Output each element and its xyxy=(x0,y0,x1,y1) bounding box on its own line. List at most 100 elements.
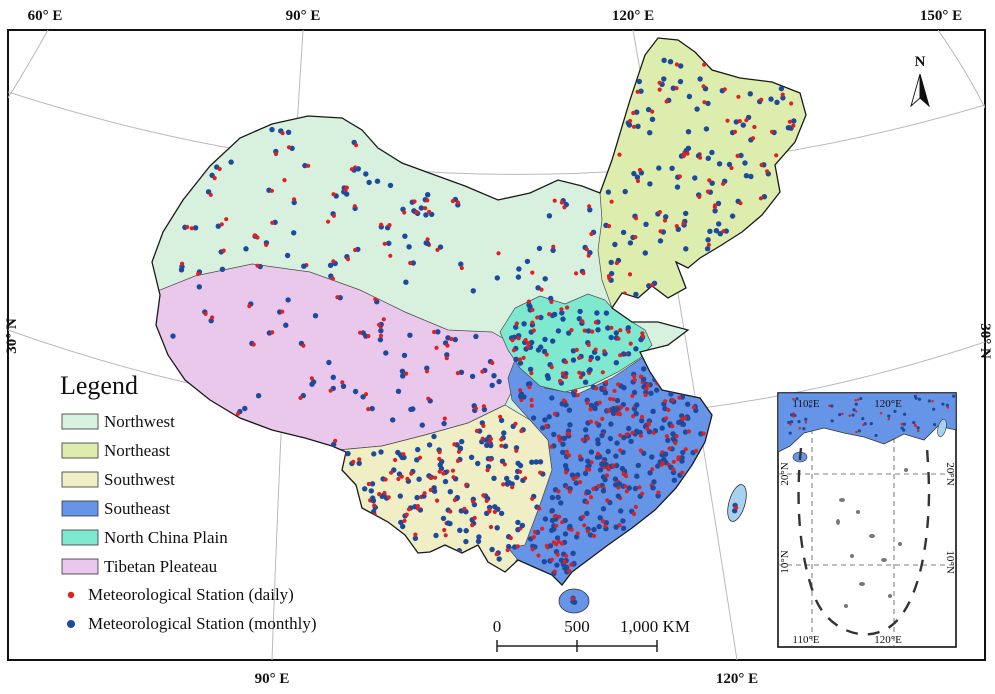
inset-bottom-label-110e: 110°E xyxy=(792,634,819,646)
station-dot-monthly xyxy=(670,431,676,437)
station-dot-monthly xyxy=(583,427,589,433)
station-dot-daily xyxy=(913,423,917,427)
station-dot-monthly xyxy=(694,106,700,112)
station-dot-monthly xyxy=(566,330,572,336)
station-dot-monthly xyxy=(369,481,376,487)
station-dot-daily xyxy=(855,430,858,434)
station-dot-daily xyxy=(560,520,565,525)
station-dot-daily xyxy=(633,504,639,509)
station-dot-daily xyxy=(408,260,413,266)
station-dot-monthly xyxy=(291,199,297,206)
station-dot-daily xyxy=(582,523,587,528)
station-dot-daily xyxy=(628,341,633,346)
station-dot-daily xyxy=(402,518,407,523)
station-dot-monthly xyxy=(498,510,505,517)
station-dot-daily xyxy=(564,553,569,558)
station-dot-monthly xyxy=(345,450,351,457)
top-label-60e: 60° E xyxy=(28,8,63,24)
station-dot-daily xyxy=(529,371,534,376)
station-dot-daily xyxy=(605,498,610,503)
station-dot-daily xyxy=(676,455,681,460)
station-dot-daily xyxy=(701,84,706,89)
north-arrow: N xyxy=(910,54,930,108)
station-dot-daily xyxy=(526,299,532,304)
station-dot-daily xyxy=(203,311,208,316)
station-dot-daily xyxy=(280,309,285,314)
station-dot-daily xyxy=(640,414,645,420)
station-dot-daily xyxy=(559,200,565,205)
station-dot-daily xyxy=(664,434,670,439)
station-dot-monthly xyxy=(607,435,614,442)
station-dot-daily xyxy=(645,426,650,431)
inset-bottom-label-120e: 120°E xyxy=(874,634,902,646)
station-dot-monthly xyxy=(524,258,531,265)
station-dot-daily xyxy=(626,329,631,334)
station-dot-monthly xyxy=(597,515,603,521)
station-dot-monthly xyxy=(705,100,711,107)
station-dot-monthly xyxy=(830,404,834,408)
station-dot-daily xyxy=(722,87,727,92)
station-dot-monthly xyxy=(748,173,754,180)
meridian-150e xyxy=(937,30,985,109)
station-dot-daily xyxy=(547,312,552,317)
station-dot-monthly xyxy=(555,328,562,334)
station-dot-monthly xyxy=(802,427,806,431)
station-dot-daily xyxy=(445,343,450,348)
station-dot-daily xyxy=(349,167,354,172)
station-dot-monthly xyxy=(951,394,956,398)
station-dot-daily xyxy=(632,374,637,379)
station-dot-monthly xyxy=(612,241,618,248)
station-dot-monthly xyxy=(599,432,605,439)
station-dot-daily xyxy=(798,427,802,430)
station-dot-daily xyxy=(744,118,749,123)
station-dot-daily xyxy=(686,429,692,434)
station-dot-monthly xyxy=(302,162,308,169)
station-dot-daily xyxy=(946,406,950,409)
station-dot-monthly xyxy=(588,449,595,455)
station-dot-daily xyxy=(587,204,592,209)
station-dot-daily xyxy=(608,396,613,402)
station-dot-daily xyxy=(328,388,333,393)
legend-item: Northwest xyxy=(61,412,175,431)
station-dot-daily xyxy=(185,224,190,230)
station-dot-daily xyxy=(631,511,637,517)
parallel-40n xyxy=(8,91,985,175)
station-dot-daily xyxy=(646,421,651,426)
station-dot-daily xyxy=(734,505,739,510)
station-dot-monthly xyxy=(527,381,533,387)
station-dot-daily xyxy=(351,459,356,464)
station-dot-monthly xyxy=(636,78,642,85)
station-dot-daily xyxy=(530,496,535,501)
station-dot-monthly xyxy=(344,191,350,197)
station-dot-daily xyxy=(589,231,594,237)
station-dot-daily xyxy=(255,263,260,268)
station-dot-monthly xyxy=(515,519,521,526)
station-dot-daily xyxy=(499,437,504,442)
station-dot-monthly xyxy=(669,165,675,171)
station-dot-daily xyxy=(494,552,499,557)
station-dot-monthly xyxy=(600,488,607,494)
station-dot-monthly xyxy=(854,402,858,406)
station-dot-monthly xyxy=(661,76,667,82)
station-dot-daily xyxy=(640,334,646,339)
station-dot-daily xyxy=(645,382,650,387)
station-dot-daily xyxy=(510,485,515,490)
station-dot-daily xyxy=(402,210,407,215)
station-dot-monthly xyxy=(648,390,654,396)
station-dot-daily xyxy=(667,446,672,451)
top-label-150e: 150° E xyxy=(920,8,962,24)
station-dot-daily xyxy=(737,119,742,124)
station-dot-monthly xyxy=(639,418,645,424)
station-dot-monthly xyxy=(475,538,482,544)
station-dot-daily xyxy=(663,399,668,404)
scale-bar: 0 500 1,000 KM xyxy=(493,617,690,652)
station-dot-monthly xyxy=(537,459,544,465)
station-dot-monthly xyxy=(431,485,437,491)
station-dot-daily xyxy=(673,440,678,446)
station-dot-monthly xyxy=(682,368,689,374)
station-dot-monthly xyxy=(660,356,666,362)
station-dot-daily xyxy=(433,475,438,480)
station-dot-monthly xyxy=(634,174,641,180)
station-dot-daily xyxy=(787,119,793,124)
legend-swatch-southwest xyxy=(61,471,99,488)
